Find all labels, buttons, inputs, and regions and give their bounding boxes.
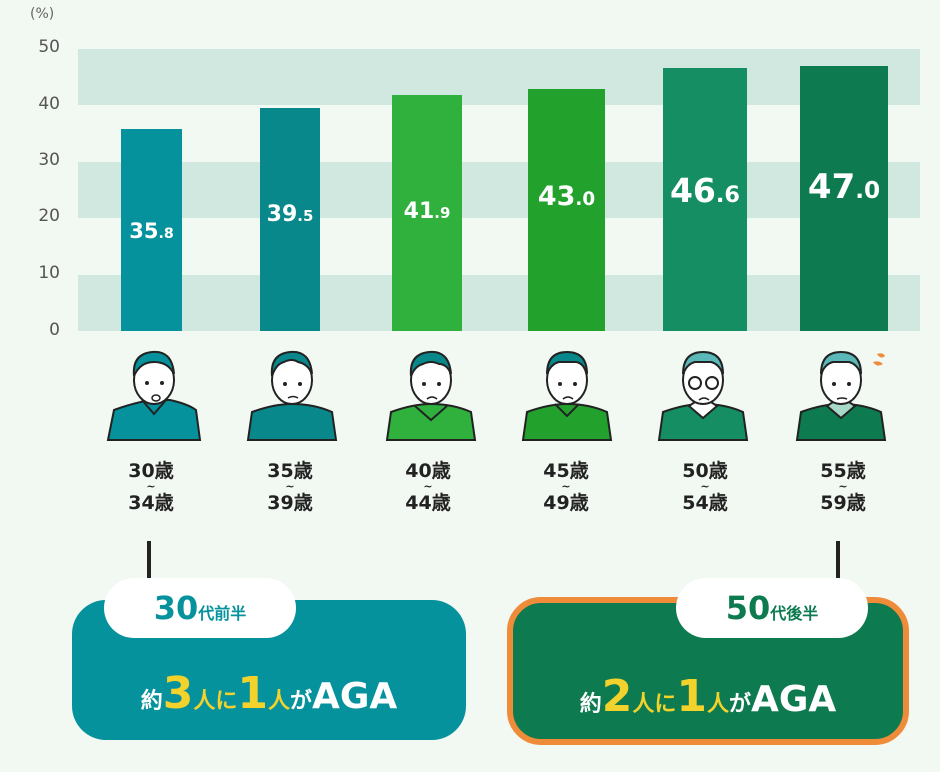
connector-line-30s <box>147 541 151 579</box>
bar-value-label: 39.5 <box>266 202 314 227</box>
bar-value-label: 46.6 <box>669 171 741 210</box>
age-label-50-54: 50歳 ~54歳 <box>682 460 728 514</box>
bar-35-39: 39.5 <box>260 108 320 331</box>
connector-line-50s <box>836 541 840 579</box>
grid-band-40-50 <box>78 49 920 105</box>
age-label-30-34: 30歳 ~34歳 <box>128 460 174 514</box>
age-label-40-44: 40歳 ~44歳 <box>405 460 451 514</box>
grid-band-0-10 <box>78 275 920 331</box>
y-tick-30: 30 <box>38 150 60 170</box>
age-label-35-39: 35歳 ~39歳 <box>267 460 313 514</box>
callout-pill-late-50s: 50代後半 <box>676 578 868 638</box>
y-tick-40: 40 <box>38 94 60 114</box>
bar-value-label: 47.0 <box>807 167 881 207</box>
callout-message: 約3人に1人がAGA <box>140 668 398 719</box>
bar-55-59: 47.0 <box>800 66 888 331</box>
bar-value-label: 35.8 <box>129 219 174 243</box>
age-label-55-59: 55歳 ~59歳 <box>820 460 866 514</box>
bar-45-49: 43.0 <box>528 89 605 331</box>
y-tick-50: 50 <box>38 37 60 57</box>
y-tick-20: 20 <box>38 206 60 226</box>
bar-30-34: 35.8 <box>121 129 182 331</box>
young-man-icon <box>106 350 202 441</box>
man-thinning-hair-icon <box>385 350 477 441</box>
y-tick-10: 10 <box>38 263 60 283</box>
bar-50-54: 46.6 <box>663 68 747 331</box>
bar-value-label: 43.0 <box>537 181 596 212</box>
y-tick-0: 0 <box>49 320 60 340</box>
bar-40-44: 41.9 <box>392 95 462 331</box>
older-man-glasses-icon <box>657 350 749 441</box>
callout-message: 約2人に1人がAGA <box>579 671 837 722</box>
older-man-sweat-icon <box>795 350 887 441</box>
man-receding-hair-icon <box>246 350 338 441</box>
man-worried-icon <box>521 350 613 441</box>
age-label-45-49: 45歳 ~49歳 <box>543 460 589 514</box>
bar-value-label: 41.9 <box>403 199 451 224</box>
y-axis-unit: (%) <box>30 6 55 22</box>
callout-pill-early-30s: 30代前半 <box>104 578 296 638</box>
grid-band-20-30 <box>78 162 920 218</box>
